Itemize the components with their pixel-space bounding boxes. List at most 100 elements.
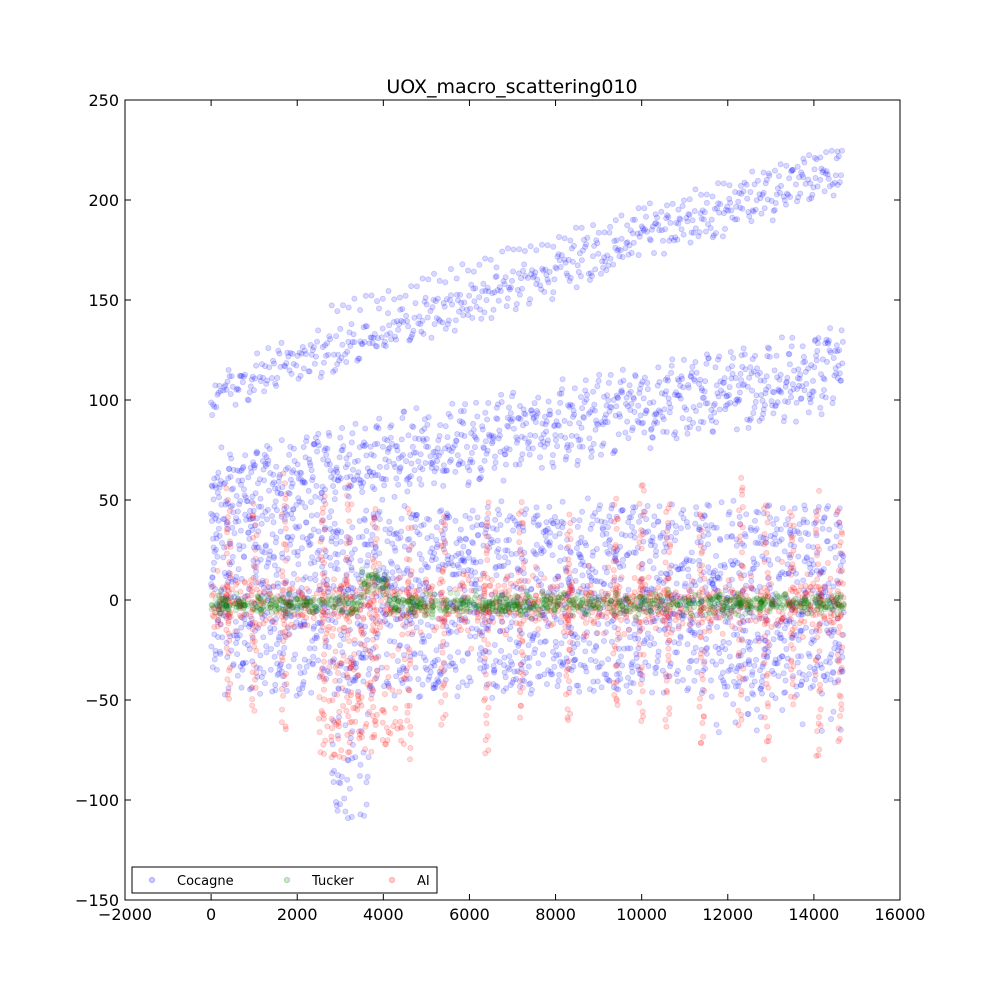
point-ai-493 — [701, 628, 708, 635]
point-cocagne-100 — [229, 576, 236, 583]
point-ai-46 — [249, 638, 256, 645]
point-cocagne-1970 — [557, 263, 564, 270]
point-ai-385 — [614, 636, 621, 643]
point-cocagne-2139 — [594, 678, 601, 685]
point-cocagne-2922 — [728, 207, 735, 214]
point-ai-1154 — [377, 598, 384, 605]
point-cocagne-2418 — [645, 663, 652, 670]
point-cocagne-3387 — [814, 347, 821, 354]
point-cocagne-188 — [239, 465, 246, 472]
point-cocagne-3588 — [624, 222, 631, 229]
point-cocagne-2587 — [672, 537, 679, 544]
point-cocagne-1748 — [517, 415, 524, 422]
point-cocagne-1218 — [419, 317, 426, 324]
point-cocagne-2965 — [732, 374, 739, 381]
point-cocagne-3167 — [779, 505, 786, 512]
point-cocagne-2753 — [705, 541, 712, 548]
point-ai-76 — [281, 673, 288, 680]
point-cocagne-2864 — [722, 646, 729, 653]
point-cocagne-1868 — [546, 503, 553, 510]
point-cocagne-524 — [298, 470, 305, 477]
point-cocagne-95 — [227, 593, 234, 600]
point-cocagne-814 — [350, 331, 357, 338]
point-ai-78 — [279, 657, 286, 664]
point-ai-401 — [612, 542, 619, 549]
point-cocagne-3311 — [797, 371, 804, 378]
point-cocagne-2149 — [586, 435, 593, 442]
point-cocagne-1631 — [497, 287, 504, 294]
point-ai-8 — [223, 645, 230, 652]
point-cocagne-2023 — [568, 441, 575, 448]
point-cocagne-3563 — [482, 255, 489, 262]
point-cocagne-3184 — [778, 389, 785, 396]
point-cocagne-3584 — [601, 229, 608, 236]
point-ai-167 — [344, 501, 351, 508]
point-cocagne-1933 — [557, 544, 564, 551]
point-cocagne-3248 — [788, 394, 795, 401]
point-ai-59 — [252, 555, 259, 562]
point-cocagne-316 — [259, 512, 266, 519]
point-cocagne-1801 — [534, 631, 541, 638]
point-cocagne-135 — [229, 383, 236, 390]
point-ai-208 — [404, 717, 411, 724]
point-cocagne-441 — [290, 656, 297, 663]
point-cocagne-2299 — [619, 389, 626, 396]
point-cocagne-3145 — [773, 516, 780, 523]
point-cocagne-2921 — [727, 199, 734, 206]
point-cocagne-2099 — [574, 262, 581, 269]
point-cocagne-51 — [214, 489, 221, 496]
point-cocagne-3610 — [749, 168, 756, 175]
point-cocagne-1621 — [498, 398, 505, 405]
point-cocagne-591 — [309, 474, 316, 481]
point-cocagne-131 — [225, 366, 232, 373]
point-cocagne-1833 — [532, 269, 539, 276]
point-cocagne-87 — [225, 572, 232, 579]
point-ai-532 — [739, 562, 746, 569]
point-ai-452 — [665, 652, 672, 659]
point-cocagne-1222 — [423, 301, 430, 308]
point-cocagne-3171 — [770, 410, 777, 417]
point-cocagne-1472 — [466, 467, 473, 474]
point-cocagne-2458 — [649, 534, 656, 541]
point-cocagne-771 — [348, 567, 355, 574]
point-ai-1 — [225, 695, 232, 702]
point-ai-105 — [320, 686, 327, 693]
point-cocagne-2567 — [665, 395, 672, 402]
point-ai-67 — [250, 500, 257, 507]
point-cocagne-1851 — [541, 671, 548, 678]
point-cocagne-996 — [381, 482, 388, 489]
point-cocagne-2491 — [648, 425, 655, 432]
point-cocagne-3333 — [805, 543, 812, 550]
point-cocagne-1073 — [398, 436, 405, 443]
point-cocagne-1 — [208, 643, 215, 650]
point-cocagne-3335 — [806, 671, 813, 678]
point-cocagne-3048 — [754, 365, 761, 372]
point-cocagne-1589 — [495, 546, 502, 553]
point-cocagne-1284 — [429, 304, 436, 311]
point-cocagne-3116 — [766, 345, 773, 352]
point-cocagne-3337 — [806, 653, 813, 660]
point-cocagne-1618 — [496, 432, 503, 439]
point-cocagne-1540 — [478, 467, 485, 474]
point-cocagne-2779 — [696, 229, 703, 236]
point-cocagne-2880 — [726, 653, 733, 660]
point-cocagne-1728 — [520, 570, 527, 577]
point-cocagne-1849 — [540, 548, 547, 555]
point-cocagne-3570 — [521, 247, 528, 254]
point-cocagne-858 — [355, 469, 362, 476]
point-cocagne-1961 — [559, 376, 566, 383]
point-cocagne-854 — [365, 552, 372, 559]
point-cocagne-2640 — [680, 356, 687, 363]
point-ai-1165 — [636, 578, 643, 585]
point-ai-350 — [565, 658, 572, 665]
point-cocagne-1902 — [545, 279, 552, 286]
point-cocagne-584 — [305, 487, 312, 494]
point-cocagne-1369 — [454, 693, 461, 700]
point-cocagne-328 — [266, 445, 273, 452]
point-cocagne-3446 — [821, 386, 828, 393]
point-cocagne-3378 — [808, 393, 815, 400]
point-ai-71 — [278, 706, 285, 713]
point-ai-314 — [517, 661, 524, 668]
point-cocagne-686 — [331, 520, 338, 527]
point-cocagne-125 — [230, 466, 237, 473]
